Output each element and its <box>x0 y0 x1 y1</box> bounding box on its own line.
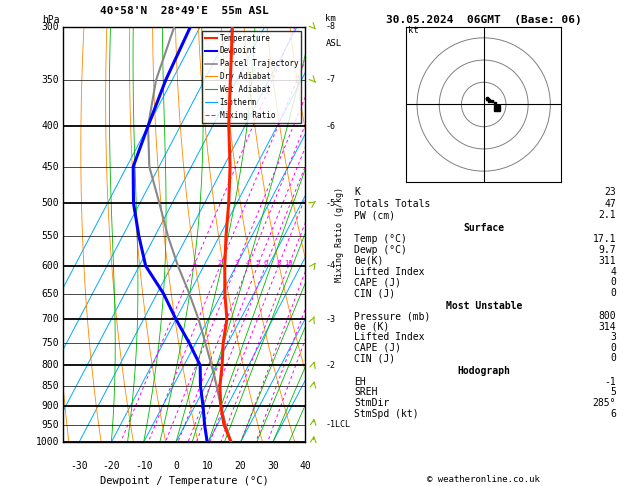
Text: 800: 800 <box>42 360 59 370</box>
Text: 600: 600 <box>42 261 59 271</box>
Text: Temp (°C): Temp (°C) <box>354 234 407 244</box>
Text: 4: 4 <box>610 266 616 277</box>
Text: Surface: Surface <box>463 224 504 233</box>
Text: -10: -10 <box>135 461 152 471</box>
Text: 0: 0 <box>610 343 616 353</box>
Text: StmDir: StmDir <box>354 398 389 408</box>
Text: 400: 400 <box>42 121 59 131</box>
Text: -4: -4 <box>325 261 335 270</box>
Text: Pressure (mb): Pressure (mb) <box>354 311 430 321</box>
Text: 23: 23 <box>604 187 616 197</box>
Text: 40°58'N  28°49'E  55m ASL: 40°58'N 28°49'E 55m ASL <box>99 6 269 17</box>
Text: 2.1: 2.1 <box>599 210 616 220</box>
Text: 0: 0 <box>610 288 616 298</box>
Text: θe (K): θe (K) <box>354 322 389 331</box>
Text: 0: 0 <box>173 461 179 471</box>
Text: 700: 700 <box>42 314 59 324</box>
Text: 550: 550 <box>42 231 59 241</box>
Text: 350: 350 <box>42 75 59 85</box>
Text: CAPE (J): CAPE (J) <box>354 277 401 287</box>
Text: -1LCL: -1LCL <box>325 420 350 429</box>
Text: CAPE (J): CAPE (J) <box>354 343 401 353</box>
Text: 47: 47 <box>604 199 616 208</box>
Text: 20: 20 <box>235 461 247 471</box>
Text: CIN (J): CIN (J) <box>354 288 395 298</box>
Text: EH: EH <box>354 377 366 386</box>
Text: 500: 500 <box>42 198 59 208</box>
Text: ASL: ASL <box>325 39 342 48</box>
Text: 314: 314 <box>599 322 616 331</box>
Text: CIN (J): CIN (J) <box>354 353 395 363</box>
Text: 30: 30 <box>267 461 279 471</box>
Text: 6: 6 <box>610 409 616 418</box>
Text: 4: 4 <box>246 260 250 266</box>
Text: 30.05.2024  06GMT  (Base: 06): 30.05.2024 06GMT (Base: 06) <box>386 15 582 25</box>
Text: Dewp (°C): Dewp (°C) <box>354 245 407 255</box>
Text: 850: 850 <box>42 381 59 391</box>
Text: -5: -5 <box>325 199 335 208</box>
Text: 17.1: 17.1 <box>593 234 616 244</box>
Text: SREH: SREH <box>354 387 377 397</box>
Text: hPa: hPa <box>42 15 59 25</box>
Text: Hodograph: Hodograph <box>457 366 510 376</box>
Text: 311: 311 <box>599 256 616 266</box>
Text: -20: -20 <box>103 461 120 471</box>
Text: 650: 650 <box>42 289 59 298</box>
Text: -30: -30 <box>70 461 88 471</box>
Text: 2: 2 <box>218 260 222 266</box>
Text: 3: 3 <box>234 260 238 266</box>
Text: 5: 5 <box>255 260 260 266</box>
Text: Most Unstable: Most Unstable <box>445 301 522 311</box>
Text: 40: 40 <box>299 461 311 471</box>
Text: 10: 10 <box>284 260 292 266</box>
Text: StmSpd (kt): StmSpd (kt) <box>354 409 419 418</box>
Text: -7: -7 <box>325 75 335 85</box>
Text: PW (cm): PW (cm) <box>354 210 395 220</box>
Text: Dewpoint / Temperature (°C): Dewpoint / Temperature (°C) <box>99 475 269 486</box>
Text: 1: 1 <box>192 260 196 266</box>
Text: Mixing Ratio (g/kg): Mixing Ratio (g/kg) <box>335 187 343 282</box>
Text: 10: 10 <box>203 461 214 471</box>
Text: -3: -3 <box>325 314 335 324</box>
Legend: Temperature, Dewpoint, Parcel Trajectory, Dry Adiabat, Wet Adiabat, Isotherm, Mi: Temperature, Dewpoint, Parcel Trajectory… <box>202 31 301 122</box>
Text: -6: -6 <box>325 122 335 131</box>
Text: -2: -2 <box>325 361 335 370</box>
Text: Lifted Index: Lifted Index <box>354 332 425 342</box>
Text: θe(K): θe(K) <box>354 256 384 266</box>
Text: 0: 0 <box>610 353 616 363</box>
Text: 950: 950 <box>42 419 59 430</box>
Text: km: km <box>325 14 336 22</box>
Text: 1000: 1000 <box>36 437 59 447</box>
Text: 450: 450 <box>42 162 59 172</box>
Text: -1: -1 <box>604 377 616 386</box>
Text: K: K <box>354 187 360 197</box>
Text: 900: 900 <box>42 401 59 411</box>
Text: 0: 0 <box>610 277 616 287</box>
Text: Totals Totals: Totals Totals <box>354 199 430 208</box>
Text: Lifted Index: Lifted Index <box>354 266 425 277</box>
Text: 8: 8 <box>276 260 281 266</box>
Text: 3: 3 <box>610 332 616 342</box>
Text: 750: 750 <box>42 338 59 348</box>
Text: kt: kt <box>408 26 419 35</box>
Text: 285°: 285° <box>593 398 616 408</box>
Text: 5: 5 <box>610 387 616 397</box>
Text: 9.7: 9.7 <box>599 245 616 255</box>
Text: 6: 6 <box>264 260 268 266</box>
Text: 800: 800 <box>599 311 616 321</box>
Text: © weatheronline.co.uk: © weatheronline.co.uk <box>427 474 540 484</box>
Text: -8: -8 <box>325 22 335 31</box>
Text: 300: 300 <box>42 22 59 32</box>
